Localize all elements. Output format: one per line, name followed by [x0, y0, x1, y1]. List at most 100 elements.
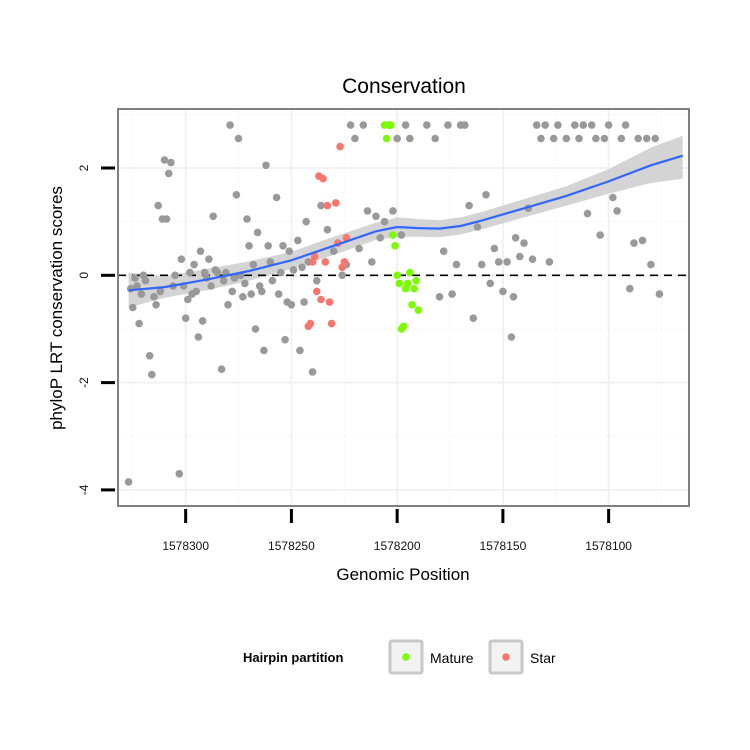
data-point [554, 121, 562, 129]
data-point [135, 319, 143, 328]
y-axis-title: phyloP LRT conservation scores [47, 186, 66, 430]
data-point [277, 268, 285, 277]
data-point [545, 258, 554, 266]
data-point [247, 290, 255, 298]
data-point [205, 255, 213, 263]
data-point [647, 260, 655, 269]
data-point [175, 470, 184, 478]
data-point [469, 314, 478, 323]
data-point [397, 231, 406, 239]
y-tick-label: -2 [77, 377, 91, 388]
data-point [232, 191, 241, 199]
data-point [520, 239, 528, 247]
data-point [338, 271, 347, 280]
data-point [363, 207, 372, 215]
data-point [541, 121, 549, 129]
data-point [239, 293, 247, 301]
data-point [439, 247, 448, 255]
data-point [207, 282, 215, 290]
data-point [452, 260, 461, 269]
data-point [317, 201, 325, 210]
data-point [253, 228, 262, 237]
data-point [196, 247, 205, 255]
data-point [395, 279, 404, 288]
data-point [403, 279, 412, 288]
data-point [285, 247, 294, 255]
chart-title: Conservation [342, 75, 466, 98]
data-point [300, 298, 308, 306]
y-tick-label: 2 [77, 164, 91, 171]
data-point [473, 223, 482, 231]
data-point [329, 247, 338, 255]
data-point [562, 134, 571, 143]
data-point [494, 258, 503, 266]
data-point [217, 365, 226, 374]
data-point [192, 287, 200, 296]
data-point [435, 293, 444, 301]
data-point [171, 271, 179, 280]
data-point [190, 260, 198, 269]
data-point [289, 266, 298, 274]
data-point [509, 293, 518, 301]
data-point [160, 156, 169, 164]
data-point [241, 279, 249, 288]
data-point [482, 191, 490, 199]
data-point [124, 478, 133, 486]
x-axis-title: Genomic Position [336, 565, 469, 584]
data-point [444, 121, 452, 129]
data-point [294, 236, 302, 245]
data-point [150, 293, 158, 301]
data-point [465, 201, 473, 210]
data-point [274, 290, 283, 298]
data-point [323, 201, 332, 210]
data-point [389, 231, 397, 239]
data-point [141, 276, 150, 285]
data-point [327, 319, 336, 328]
data-point [613, 207, 621, 215]
data-point [167, 158, 175, 167]
data-point [406, 134, 414, 143]
data-point [262, 161, 270, 170]
data-point [376, 234, 385, 242]
data-point [592, 134, 600, 143]
data-point [372, 212, 380, 221]
smooth-trend-line [128, 154, 684, 292]
panel-border [117, 108, 690, 507]
legend: Hairpin partition Mature Star [243, 639, 556, 675]
data-point [389, 207, 397, 215]
data-point [604, 121, 613, 129]
data-point [600, 134, 609, 143]
data-point [264, 242, 273, 250]
data-point [340, 258, 349, 266]
data-point [302, 217, 311, 226]
data-point [408, 301, 416, 309]
data-point [156, 287, 165, 296]
data-point [642, 134, 651, 143]
data-point [609, 193, 617, 202]
data-point [410, 284, 418, 293]
y-axis: -4 -2 0 2 [77, 164, 115, 495]
data-point [272, 193, 281, 202]
data-point [133, 282, 141, 290]
legend-swatch-mature [402, 653, 410, 661]
data-points [124, 121, 664, 486]
data-point [260, 346, 268, 355]
data-point [234, 134, 243, 143]
data-point [382, 134, 391, 143]
data-point [317, 295, 325, 304]
data-point [537, 134, 545, 143]
data-point [129, 303, 137, 312]
data-point [148, 370, 156, 379]
data-point [499, 287, 507, 296]
confidence-band [128, 135, 683, 308]
data-point [655, 290, 664, 298]
data-point [154, 201, 162, 210]
data-point [177, 255, 186, 263]
data-point [228, 287, 236, 296]
data-point [617, 134, 626, 143]
data-point [145, 352, 154, 360]
data-point [319, 174, 327, 183]
x-tick-label: 1578150 [480, 539, 527, 553]
data-point [486, 279, 495, 288]
data-point [194, 333, 203, 341]
